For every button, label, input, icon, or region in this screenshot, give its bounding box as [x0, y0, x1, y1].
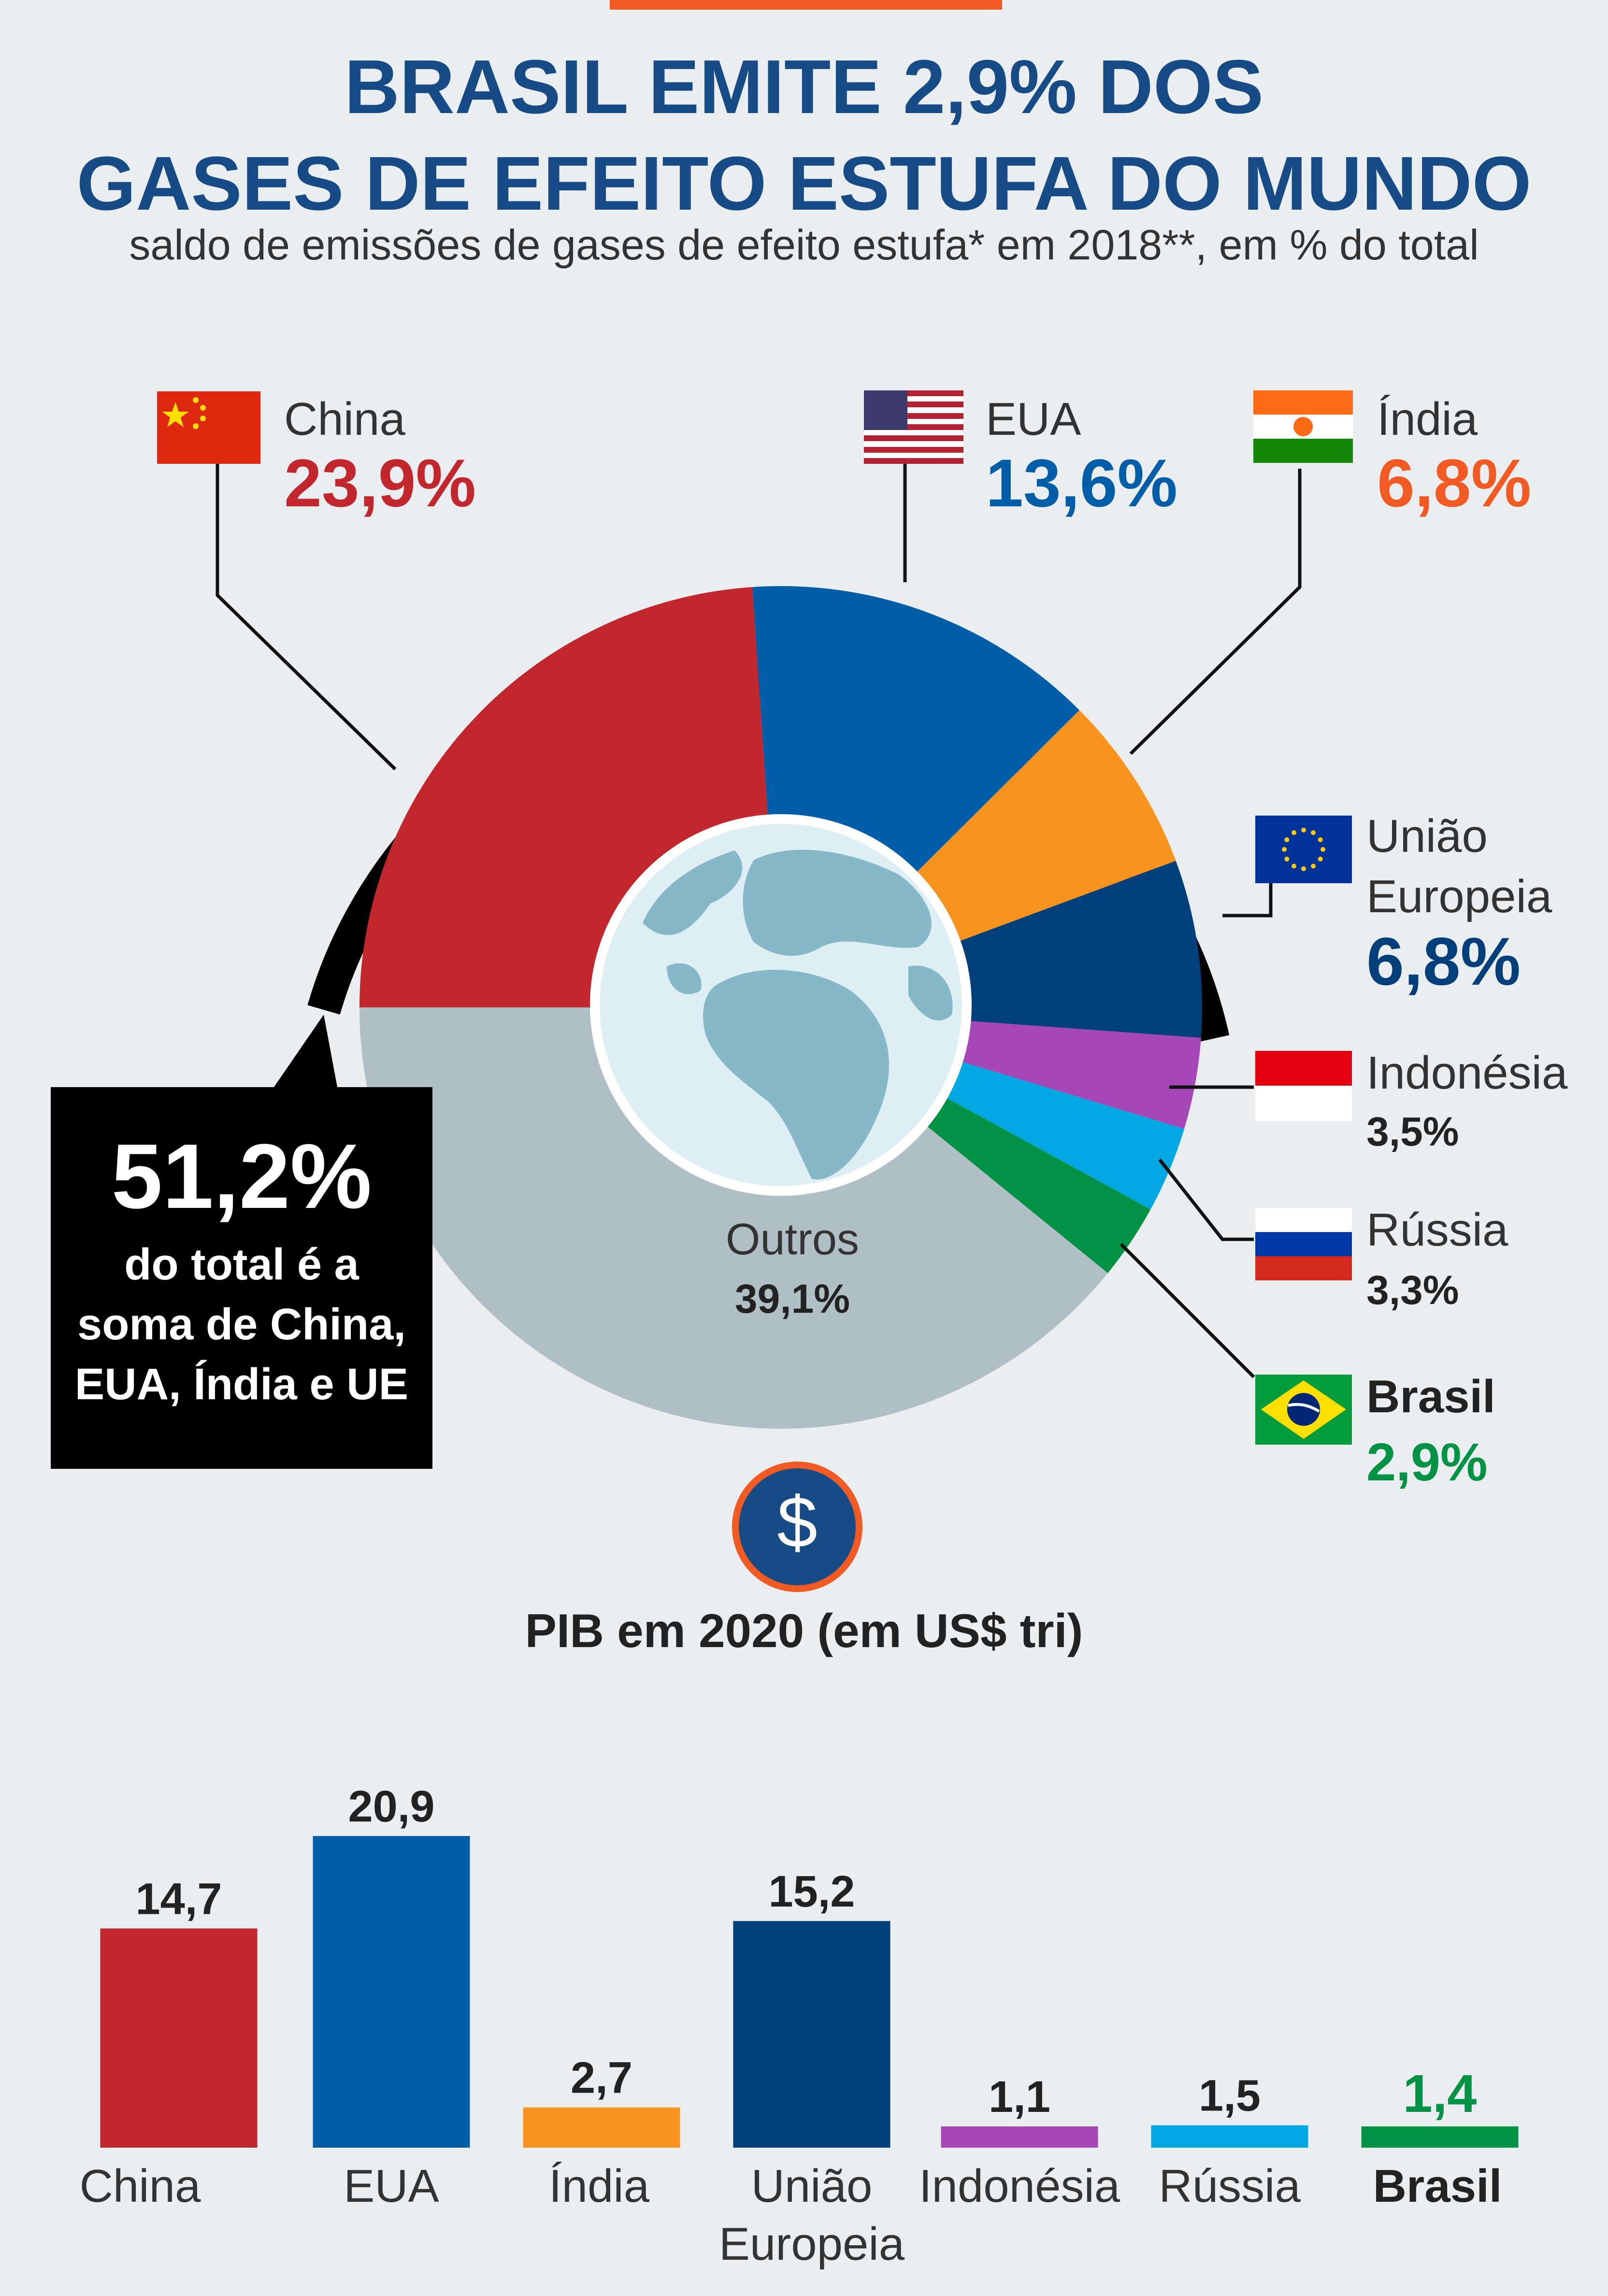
leader-lines: [215, 450, 1302, 1378]
page-title: BRASIL EMITE 2,9% DOS GASES DE EFEITO ES…: [0, 39, 1608, 232]
ue-value: 6,8%: [1366, 923, 1521, 999]
gdp-chart-title: PIB em 2020 (em US$ tri): [525, 1604, 1083, 1657]
eu-star: [1301, 866, 1306, 871]
bar-value-china: 14,7: [135, 1874, 222, 1923]
flag-china-icon: [157, 391, 260, 464]
outros-value: 39,1%: [734, 1276, 850, 1321]
eu-star: [1321, 847, 1325, 852]
title-line-2: GASES DE EFEITO ESTUFA DO MUNDO: [76, 141, 1532, 226]
bar-value-india: 2,7: [571, 2053, 632, 2103]
eu-star: [1284, 837, 1290, 842]
bar-ue: [733, 1921, 890, 2148]
bar-russia: [1151, 2125, 1308, 2148]
gdp-bar-chart: 14,7 20,9 2,7 15,2 1,1 1,5 1,4: [100, 1782, 1519, 2148]
leader-line-brasil: [1120, 1243, 1255, 1378]
eu-star: [1311, 830, 1316, 835]
flag-eu-icon: [1255, 816, 1352, 883]
india-label: Índia: [1377, 393, 1478, 445]
globe-icon: [590, 814, 972, 1196]
flag-indonesia-icon: [1255, 1051, 1352, 1121]
dollar-icon: $: [732, 1462, 862, 1592]
bar-label-china: China: [79, 2160, 201, 2212]
title-line-1: BRASIL EMITE 2,9% DOS: [344, 44, 1264, 129]
flag-india-icon: [1253, 390, 1353, 463]
indonesia-label: Indonésia: [1366, 1047, 1568, 1099]
flag-brazil-icon: [1255, 1375, 1352, 1445]
bar-brasil: [1361, 2126, 1519, 2148]
bar-china: [100, 1928, 258, 2148]
ue-label-line-1: União: [1366, 810, 1488, 862]
china-label: China: [284, 393, 405, 445]
flag-usa-icon: [864, 390, 963, 464]
bar-eua: [313, 1836, 470, 2148]
eu-star: [1311, 863, 1316, 869]
bar-label-ue: União Europeia: [718, 2160, 905, 2270]
leader-line-india: [1129, 469, 1302, 755]
eu-star: [1301, 828, 1306, 832]
leader-line-russia: [1158, 1158, 1254, 1241]
eu-star: [1318, 857, 1323, 861]
callout-percentage: 51,2%: [111, 1125, 372, 1228]
callout-box: 51,2% do total é a soma de China, EUA, Í…: [51, 1087, 432, 1469]
bar-value-ue: 15,2: [768, 1867, 855, 1916]
bar-indonesia: [941, 2126, 1098, 2148]
svg-text:$: $: [777, 1481, 817, 1563]
eua-value: 13,6%: [986, 445, 1177, 521]
pie-slice-outros: [359, 1007, 1108, 1429]
bar-label-russia: Rússia: [1159, 2160, 1301, 2212]
subtitle: saldo de emissões de gases de efeito est…: [129, 221, 1479, 269]
brasil-value: 2,9%: [1366, 1433, 1488, 1492]
leader-line-china: [215, 450, 397, 771]
emissions-pie-chart: [215, 450, 1302, 1429]
ue-label-line-2: Europeia: [1366, 871, 1552, 922]
bar-value-indonesia: 1,1: [989, 2072, 1050, 2122]
eu-star: [1284, 857, 1290, 861]
russia-label: Rússia: [1366, 1204, 1508, 1256]
bar-value-russia: 1,5: [1199, 2071, 1261, 2121]
bar-label-eua: EUA: [344, 2160, 439, 2212]
flag-russia-icon: [1255, 1208, 1352, 1280]
russia-value: 3,3%: [1366, 1267, 1459, 1313]
eu-star: [1318, 837, 1323, 842]
bar-label-india: Índia: [548, 2160, 650, 2212]
outros-label: Outros: [725, 1215, 860, 1264]
eu-star: [1282, 847, 1287, 852]
top-accent-bar: [610, 0, 1002, 10]
eu-star: [1292, 830, 1296, 835]
bar-label-indonesia: Indonésia: [919, 2160, 1120, 2212]
indonesia-value: 3,5%: [1366, 1109, 1459, 1154]
leader-line-ue: [1222, 882, 1273, 918]
china-value: 23,9%: [284, 445, 476, 521]
bar-value-eua: 20,9: [348, 1782, 434, 1831]
bar-value-brasil: 1,4: [1403, 2064, 1477, 2124]
brasil-label: Brasil: [1366, 1371, 1495, 1422]
bar-label-brasil: Brasil: [1373, 2160, 1502, 2212]
callout-pointer: [271, 1015, 338, 1092]
eu-star: [1292, 863, 1296, 869]
india-value: 6,8%: [1377, 445, 1532, 521]
callout-text: do total é a soma de China, EUA, Índia e…: [74, 1240, 409, 1409]
eua-label: EUA: [986, 393, 1081, 445]
bar-india: [523, 2107, 680, 2148]
